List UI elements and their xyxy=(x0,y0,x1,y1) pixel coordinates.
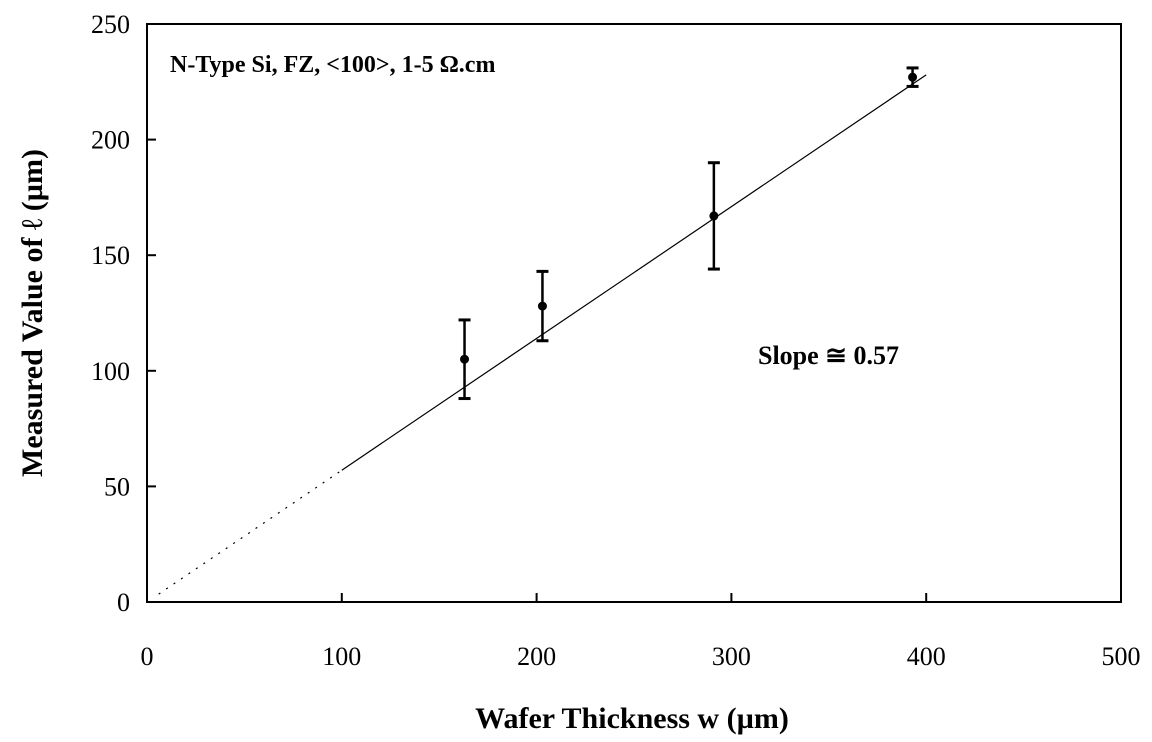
y-tick-label: 250 xyxy=(91,10,130,39)
y-tick-label: 100 xyxy=(91,357,130,386)
y-tick-label: 0 xyxy=(117,588,130,617)
x-tick-label: 0 xyxy=(141,642,154,671)
data-point xyxy=(709,211,719,221)
y-tick-label: 200 xyxy=(91,126,130,155)
x-axis-ticks: 0 100 200 300 400 500 xyxy=(141,593,1141,671)
y-tick-label: 150 xyxy=(91,241,130,270)
x-axis-title: Wafer Thickness w (µm) xyxy=(475,702,789,735)
x-tick-label: 500 xyxy=(1102,642,1141,671)
slope-annotation: Slope ≅ 0.57 xyxy=(758,341,899,370)
data-points xyxy=(458,66,919,401)
fit-line-group xyxy=(158,74,927,595)
x-tick-label: 100 xyxy=(322,642,361,671)
fit-line xyxy=(341,74,927,471)
data-point xyxy=(537,301,547,311)
x-tick-label: 400 xyxy=(907,642,946,671)
plot-area-frame xyxy=(146,23,1122,603)
y-axis-ticks: 0 50 100 150 200 250 xyxy=(91,10,156,617)
sample-annotation: N-Type Si, FZ, <100>, 1-5 Ω.cm xyxy=(170,52,495,78)
fit-line-extrapolated xyxy=(158,469,343,595)
data-point xyxy=(460,354,470,364)
y-tick-label: 50 xyxy=(104,472,130,501)
y-axis-title: Measured Value of ℓ (µm) xyxy=(16,149,49,477)
x-tick-label: 300 xyxy=(712,642,751,671)
x-tick-label: 200 xyxy=(517,642,556,671)
data-point xyxy=(908,72,918,82)
